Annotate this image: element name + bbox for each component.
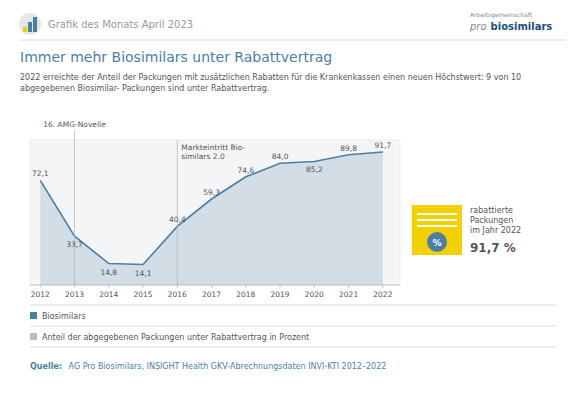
highlight-text: 91,7 % bbox=[470, 241, 516, 255]
x-tick bbox=[143, 285, 144, 288]
x-tick-label: 2022 bbox=[373, 290, 392, 299]
logo-small: Arbeitsgemeinschaft bbox=[470, 11, 533, 19]
plot-area bbox=[30, 140, 400, 285]
header-icon-bar bbox=[28, 22, 32, 32]
legend-swatch bbox=[30, 333, 37, 340]
data-label: 14,8 bbox=[100, 268, 117, 277]
data-label: 89,8 bbox=[340, 144, 357, 153]
source: Quelle: AG Pro Biosimilars, INSIGHT Heal… bbox=[30, 362, 386, 371]
x-tick bbox=[348, 285, 349, 288]
x-tick-label: 2017 bbox=[202, 290, 221, 299]
subtitle: 2022 erreichte der Anteil der Packungen … bbox=[20, 73, 521, 93]
x-tick bbox=[177, 285, 178, 288]
x-tick bbox=[382, 285, 383, 288]
legend-label: Biosimilars bbox=[42, 312, 86, 321]
subtitle-line: 2022 erreichte der Anteil der Packungen … bbox=[20, 73, 521, 82]
header-icon-bar bbox=[33, 17, 37, 32]
line bbox=[40, 152, 383, 265]
annotation-line bbox=[177, 140, 178, 285]
legend: Biosimilars Anteil der abgegebenen Packun… bbox=[30, 305, 556, 347]
separator bbox=[20, 40, 566, 41]
data-label: 40,4 bbox=[169, 215, 186, 224]
header-icon-bar bbox=[23, 27, 27, 32]
highlight-text: rabattierte bbox=[470, 206, 513, 215]
subtitle-line: abgegebenen Biosimilar- Packungen sind u… bbox=[20, 84, 269, 93]
legend-separator bbox=[30, 326, 556, 327]
highlight-text: Packungen bbox=[470, 216, 513, 225]
logo-name: biosimilars bbox=[491, 21, 553, 32]
chart: Grafik des Monats April 2023 Arbeitsgemei… bbox=[0, 0, 586, 413]
legend-note: Anteil der abgegebenen Packungen unter R… bbox=[42, 333, 309, 342]
annotation-line-text: 16. AMG-Novelle bbox=[43, 120, 106, 129]
background bbox=[0, 0, 586, 413]
x-tick-label: 2012 bbox=[31, 290, 50, 299]
x-tick-label: 2018 bbox=[236, 290, 255, 299]
header-icon-bg bbox=[19, 13, 41, 35]
data-label: 85,2 bbox=[306, 165, 323, 174]
highlight: % rabattiertePackungenim Jahr 2022 91,7 % bbox=[412, 205, 521, 255]
x-tick bbox=[211, 285, 212, 288]
x-tick-label: 2013 bbox=[65, 290, 84, 299]
highlight-stripe bbox=[418, 225, 456, 227]
data-group bbox=[40, 152, 383, 285]
data-label: 84,0 bbox=[272, 152, 289, 161]
annotation-line-text: Markteintritt Bio- bbox=[181, 143, 245, 152]
x-tick-label: 2015 bbox=[134, 290, 153, 299]
data-label: 91,7 bbox=[375, 141, 392, 150]
legend-swatch bbox=[30, 312, 37, 319]
highlight-box bbox=[412, 205, 462, 255]
data-label: 74,6 bbox=[237, 166, 254, 175]
header: Grafik des Monats April 2023 bbox=[48, 19, 193, 30]
x-tick-label: 2014 bbox=[99, 290, 118, 299]
logo: pro biosimilars bbox=[469, 21, 552, 32]
annotation: Markteintritt Bio-similars 2.0 bbox=[181, 143, 245, 161]
x-axis bbox=[30, 285, 400, 286]
highlight-stripe bbox=[418, 219, 456, 221]
x-tick bbox=[245, 285, 246, 288]
source-label: Quelle: bbox=[30, 362, 62, 371]
highlight-icon-text: % bbox=[432, 238, 441, 248]
x-tick bbox=[74, 285, 75, 288]
data-label: 33,7 bbox=[66, 240, 83, 249]
highlight-stripe bbox=[418, 213, 456, 215]
x-tick bbox=[280, 285, 281, 288]
highlight-icon bbox=[427, 232, 447, 252]
header-icon bbox=[19, 13, 41, 35]
title: Immer mehr Biosimilars unter Rabattvertr… bbox=[20, 49, 332, 65]
x-tick bbox=[40, 285, 41, 288]
annotation-line-text: similars 2.0 bbox=[181, 152, 225, 161]
legend-separator bbox=[30, 347, 556, 348]
annotation-line bbox=[74, 130, 75, 285]
area bbox=[40, 152, 383, 285]
source-text: AG Pro Biosimilars, INSIGHT Health GKV-A… bbox=[66, 362, 386, 371]
data-label: 14,1 bbox=[135, 269, 152, 278]
x-tick-label: 2019 bbox=[271, 290, 290, 299]
data-label: 59,3 bbox=[203, 188, 220, 197]
x-tick-label: 2021 bbox=[339, 290, 358, 299]
x-tick bbox=[108, 285, 109, 288]
x-tick-label: 2020 bbox=[305, 290, 324, 299]
x-tick-label: 2016 bbox=[168, 290, 187, 299]
legend-separator bbox=[30, 305, 556, 306]
data-label: 72,1 bbox=[32, 169, 49, 178]
highlight-text: im Jahr 2022 bbox=[470, 226, 521, 235]
logo-pro: pro bbox=[469, 21, 487, 32]
annotation: 16. AMG-Novelle bbox=[43, 120, 106, 129]
x-tick bbox=[314, 285, 315, 288]
